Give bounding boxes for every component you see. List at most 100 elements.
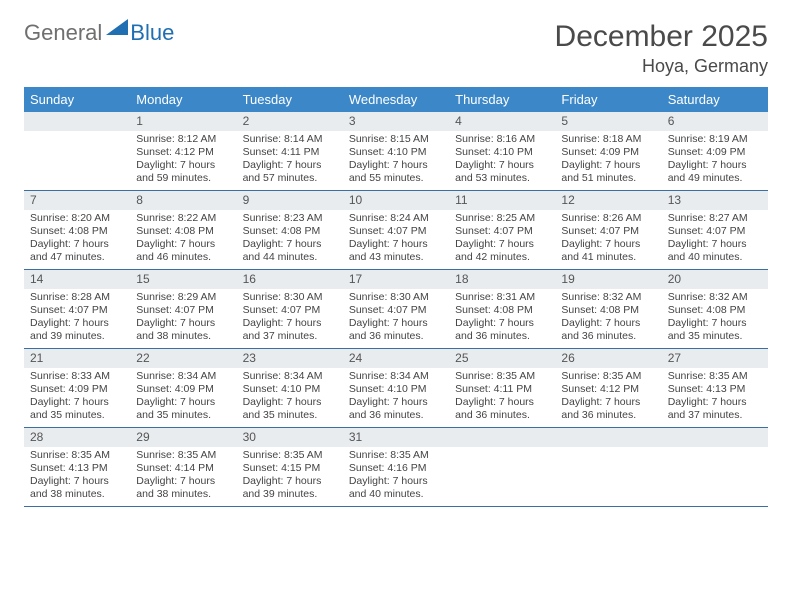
day-cell: 31Sunrise: 8:35 AMSunset: 4:16 PMDayligh… (343, 428, 449, 506)
daynum-bar: 26 (555, 349, 661, 368)
sunrise-text: Sunrise: 8:27 AM (668, 212, 762, 225)
sunset-text: Sunset: 4:08 PM (30, 225, 124, 238)
sunset-text: Sunset: 4:12 PM (561, 383, 655, 396)
day-body: Sunrise: 8:31 AMSunset: 4:08 PMDaylight:… (449, 289, 555, 348)
sunset-text: Sunset: 4:15 PM (243, 462, 337, 475)
day-cell: 7Sunrise: 8:20 AMSunset: 4:08 PMDaylight… (24, 191, 130, 269)
day-header-thursday: Thursday (449, 87, 555, 112)
sunset-text: Sunset: 4:08 PM (136, 225, 230, 238)
day-cell: 28Sunrise: 8:35 AMSunset: 4:13 PMDayligh… (24, 428, 130, 506)
sunrise-text: Sunrise: 8:35 AM (30, 449, 124, 462)
day-cell: 17Sunrise: 8:30 AMSunset: 4:07 PMDayligh… (343, 270, 449, 348)
dl1-text: Daylight: 7 hours (561, 396, 655, 409)
dl1-text: Daylight: 7 hours (561, 159, 655, 172)
calendar-body: 1Sunrise: 8:12 AMSunset: 4:12 PMDaylight… (24, 112, 768, 507)
sunset-text: Sunset: 4:07 PM (349, 225, 443, 238)
sunset-text: Sunset: 4:09 PM (561, 146, 655, 159)
day-body: Sunrise: 8:35 AMSunset: 4:13 PMDaylight:… (662, 368, 768, 427)
sunrise-text: Sunrise: 8:34 AM (349, 370, 443, 383)
day-body: Sunrise: 8:12 AMSunset: 4:12 PMDaylight:… (130, 131, 236, 190)
day-cell: 12Sunrise: 8:26 AMSunset: 4:07 PMDayligh… (555, 191, 661, 269)
dl2-text: and 37 minutes. (243, 330, 337, 343)
week-row: 28Sunrise: 8:35 AMSunset: 4:13 PMDayligh… (24, 428, 768, 507)
daynum-bar: 22 (130, 349, 236, 368)
sunset-text: Sunset: 4:11 PM (243, 146, 337, 159)
sunrise-text: Sunrise: 8:22 AM (136, 212, 230, 225)
day-cell (24, 112, 130, 190)
day-cell: 27Sunrise: 8:35 AMSunset: 4:13 PMDayligh… (662, 349, 768, 427)
day-body: Sunrise: 8:28 AMSunset: 4:07 PMDaylight:… (24, 289, 130, 348)
week-row: 1Sunrise: 8:12 AMSunset: 4:12 PMDaylight… (24, 112, 768, 191)
daynum-bar: 8 (130, 191, 236, 210)
sunrise-text: Sunrise: 8:25 AM (455, 212, 549, 225)
day-body: Sunrise: 8:25 AMSunset: 4:07 PMDaylight:… (449, 210, 555, 269)
day-cell: 11Sunrise: 8:25 AMSunset: 4:07 PMDayligh… (449, 191, 555, 269)
day-body: Sunrise: 8:35 AMSunset: 4:15 PMDaylight:… (237, 447, 343, 506)
sunrise-text: Sunrise: 8:20 AM (30, 212, 124, 225)
daynum-bar: 30 (237, 428, 343, 447)
dl2-text: and 38 minutes. (136, 488, 230, 501)
daynum-bar: 14 (24, 270, 130, 289)
daynum-bar: 12 (555, 191, 661, 210)
daynum-bar: 5 (555, 112, 661, 131)
day-header-sunday: Sunday (24, 87, 130, 112)
day-body: Sunrise: 8:35 AMSunset: 4:16 PMDaylight:… (343, 447, 449, 506)
daynum-bar: 27 (662, 349, 768, 368)
sunrise-text: Sunrise: 8:18 AM (561, 133, 655, 146)
sunset-text: Sunset: 4:07 PM (561, 225, 655, 238)
day-cell: 15Sunrise: 8:29 AMSunset: 4:07 PMDayligh… (130, 270, 236, 348)
week-row: 14Sunrise: 8:28 AMSunset: 4:07 PMDayligh… (24, 270, 768, 349)
sunset-text: Sunset: 4:07 PM (668, 225, 762, 238)
dl1-text: Daylight: 7 hours (668, 317, 762, 330)
dl2-text: and 39 minutes. (243, 488, 337, 501)
daynum-bar: 29 (130, 428, 236, 447)
day-body: Sunrise: 8:20 AMSunset: 4:08 PMDaylight:… (24, 210, 130, 269)
dl1-text: Daylight: 7 hours (30, 396, 124, 409)
dl1-text: Daylight: 7 hours (136, 238, 230, 251)
day-cell: 5 Sunrise: 8:18 AMSunset: 4:09 PMDaylight… (555, 112, 661, 190)
page-header: General Blue December 2025 Hoya, Germany (24, 20, 768, 77)
dl1-text: Daylight: 7 hours (668, 396, 762, 409)
sunset-text: Sunset: 4:07 PM (349, 304, 443, 317)
day-cell: 26Sunrise: 8:35 AMSunset: 4:12 PMDayligh… (555, 349, 661, 427)
daynum-bar: 11 (449, 191, 555, 210)
day-body: Sunrise: 8:35 AMSunset: 4:12 PMDaylight:… (555, 368, 661, 427)
dl2-text: and 38 minutes. (30, 488, 124, 501)
dl2-text: and 46 minutes. (136, 251, 230, 264)
dl2-text: and 36 minutes. (455, 409, 549, 422)
sunrise-text: Sunrise: 8:12 AM (136, 133, 230, 146)
logo-text-general: General (24, 20, 102, 46)
day-body: Sunrise: 8:29 AMSunset: 4:07 PMDaylight:… (130, 289, 236, 348)
day-cell: 3Sunrise: 8:15 AMSunset: 4:10 PMDaylight… (343, 112, 449, 190)
daynum-bar: 15 (130, 270, 236, 289)
sunset-text: Sunset: 4:10 PM (349, 383, 443, 396)
day-body: Sunrise: 8:35 AMSunset: 4:14 PMDaylight:… (130, 447, 236, 506)
dl2-text: and 59 minutes. (136, 172, 230, 185)
dl1-text: Daylight: 7 hours (668, 238, 762, 251)
daynum-bar: 2 (237, 112, 343, 131)
sunset-text: Sunset: 4:11 PM (455, 383, 549, 396)
sunrise-text: Sunrise: 8:30 AM (349, 291, 443, 304)
daynum-bar: 24 (343, 349, 449, 368)
sunset-text: Sunset: 4:13 PM (668, 383, 762, 396)
day-header-monday: Monday (130, 87, 236, 112)
dl2-text: and 55 minutes. (349, 172, 443, 185)
sunset-text: Sunset: 4:08 PM (243, 225, 337, 238)
sunrise-text: Sunrise: 8:28 AM (30, 291, 124, 304)
sunrise-text: Sunrise: 8:29 AM (136, 291, 230, 304)
dl2-text: and 35 minutes. (136, 409, 230, 422)
dl1-text: Daylight: 7 hours (30, 475, 124, 488)
day-body: Sunrise: 8:22 AMSunset: 4:08 PMDaylight:… (130, 210, 236, 269)
dl2-text: and 47 minutes. (30, 251, 124, 264)
dl2-text: and 49 minutes. (668, 172, 762, 185)
sunset-text: Sunset: 4:08 PM (561, 304, 655, 317)
sunset-text: Sunset: 4:07 PM (455, 225, 549, 238)
dl1-text: Daylight: 7 hours (349, 159, 443, 172)
day-cell: 1Sunrise: 8:12 AMSunset: 4:12 PMDaylight… (130, 112, 236, 190)
day-body: Sunrise: 8:35 AMSunset: 4:13 PMDaylight:… (24, 447, 130, 506)
day-cell: 22Sunrise: 8:34 AMSunset: 4:09 PMDayligh… (130, 349, 236, 427)
day-body: Sunrise: 8:33 AMSunset: 4:09 PMDaylight:… (24, 368, 130, 427)
daynum-bar: 16 (237, 270, 343, 289)
daynum-bar: 1 (130, 112, 236, 131)
daynum-bar: 7 (24, 191, 130, 210)
